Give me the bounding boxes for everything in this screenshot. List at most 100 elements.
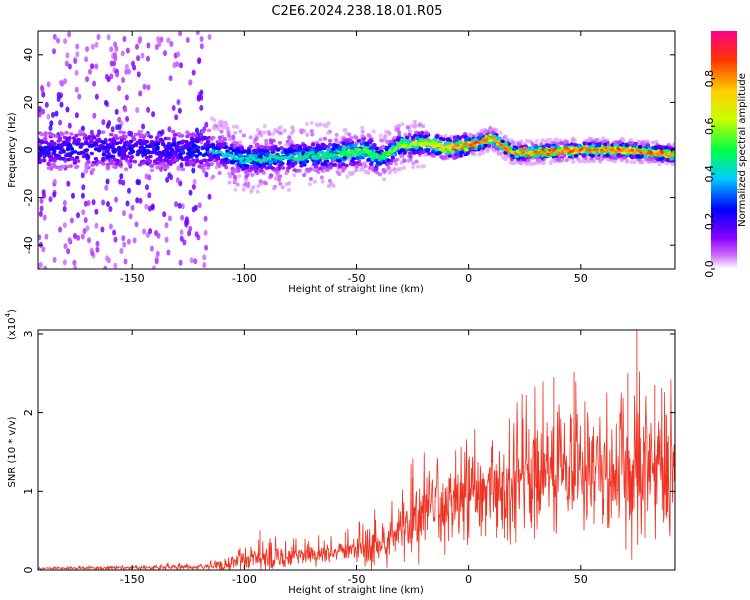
spectrogram-cell — [564, 146, 568, 150]
spectrogram-cell — [169, 174, 174, 181]
spectrogram-cell — [533, 145, 539, 150]
spectrogram-cell — [312, 179, 317, 184]
spectrogram-cell — [78, 151, 83, 156]
spectrogram-cell — [197, 151, 203, 156]
spectrogram-cell — [134, 221, 139, 228]
spectrogram-cell — [668, 146, 673, 151]
spectrogram-cell — [110, 126, 115, 133]
spectrogram-cell — [557, 146, 562, 150]
spectrogram-cell — [138, 141, 143, 146]
spectrogram-cell — [581, 159, 586, 164]
spectrogram-cell — [199, 36, 204, 42]
spectrogram-cell — [43, 265, 48, 269]
spectrogram-cell — [380, 138, 385, 143]
spectrogram-cell — [138, 163, 143, 167]
spectrogram-cell — [613, 143, 618, 148]
spectrogram-cell — [152, 149, 157, 154]
spectrogram-cell — [397, 123, 402, 128]
spectrogram-cell — [641, 147, 646, 152]
spectrogram-cell — [78, 132, 84, 137]
spectrogram-cell — [78, 129, 83, 133]
spectrogram-cell — [108, 223, 113, 230]
spectrogram-cell — [473, 137, 478, 142]
spectrogram-cell — [261, 162, 267, 167]
spectrogram-cell — [62, 140, 67, 144]
spectrogram-cell — [52, 149, 57, 153]
spectrogram-cell — [101, 156, 106, 161]
spectrogram-cell — [409, 123, 414, 128]
spectrogram-cell — [227, 171, 232, 176]
spectrogram-cell — [77, 93, 82, 100]
spectrogram-cell — [569, 142, 574, 146]
spectrogram-cell — [40, 84, 44, 91]
spectrogram-cell — [486, 143, 492, 148]
spectrogram-cell — [200, 130, 205, 134]
spectrogram-cell — [412, 150, 417, 155]
spectrogram-cell — [39, 205, 44, 212]
spectrogram-cell — [228, 137, 233, 142]
spectrogram-cell — [123, 167, 129, 171]
spectrogram-cell — [202, 158, 207, 163]
spectrogram-x-tick-label: 50 — [574, 272, 588, 285]
spectrogram-cell — [112, 60, 117, 67]
spectrogram-cell — [155, 250, 160, 257]
spectrogram-cell — [48, 196, 53, 203]
spectrogram-cell — [167, 126, 172, 133]
spectrogram-cell — [293, 148, 298, 152]
spectrogram-cell — [66, 180, 71, 187]
spectrogram-cell — [230, 171, 235, 176]
spectrogram-cell — [93, 157, 99, 161]
spectrogram-cell — [89, 151, 95, 156]
spectrogram-cell — [46, 113, 51, 120]
spectrogram-cell — [191, 183, 196, 190]
spectrogram-cell — [360, 134, 365, 138]
spectrogram-cell — [191, 137, 196, 142]
spectrogram-cell — [144, 133, 149, 137]
spectrogram-cell — [262, 130, 267, 135]
spectrogram-cell — [458, 153, 463, 157]
spectrogram-cell — [46, 142, 52, 146]
spectrogram-cell — [105, 178, 110, 185]
spectrogram-cell — [141, 150, 146, 154]
spectrogram-cell — [218, 120, 222, 125]
spectrogram-cell — [287, 181, 291, 186]
spectrogram-cell — [180, 214, 185, 221]
spectrogram-cell — [216, 127, 221, 132]
spectrogram-cell — [177, 107, 182, 114]
spectrogram-cell — [81, 184, 86, 191]
spectrogram-cell — [397, 130, 402, 135]
spectrogram-cell — [188, 189, 193, 196]
spectrogram-cell — [221, 125, 226, 130]
spectrogram-cell — [101, 119, 106, 126]
spectrogram-cell — [257, 163, 263, 167]
spectrogram-cell — [500, 139, 505, 144]
spectrogram-cell — [151, 111, 156, 118]
spectrogram-cell — [238, 150, 243, 154]
spectrogram-cell — [170, 148, 175, 152]
spectrogram-cell — [212, 126, 217, 131]
spectrogram-cell — [193, 204, 198, 211]
spectrogram-cell — [627, 141, 632, 145]
spectrogram-cell — [186, 148, 192, 152]
spectrogram-cell — [283, 149, 289, 154]
spectrogram-cell — [214, 146, 220, 150]
spectrogram-cell — [254, 136, 259, 141]
spectrogram-cell — [191, 152, 196, 157]
spectrogram-cell — [229, 143, 235, 148]
spectrogram-cell — [250, 173, 255, 177]
spectrogram-cell — [122, 210, 126, 217]
spectrogram-cell — [386, 153, 391, 156]
spectrogram-cell — [84, 141, 89, 146]
spectrogram-cell — [314, 122, 319, 127]
spectrogram-cell — [105, 148, 111, 152]
spectrogram-cell — [596, 143, 602, 148]
spectrogram-cell — [114, 45, 119, 52]
spectrogram-cell — [337, 172, 342, 177]
spectrogram-cell — [616, 154, 621, 158]
spectrogram-cell — [232, 180, 237, 185]
spectrogram-cell — [526, 154, 531, 158]
spectrogram-cell — [228, 153, 233, 157]
spectrogram-cell — [149, 140, 155, 144]
spectrogram-cell — [354, 135, 359, 140]
spectrogram-cell — [78, 145, 83, 149]
